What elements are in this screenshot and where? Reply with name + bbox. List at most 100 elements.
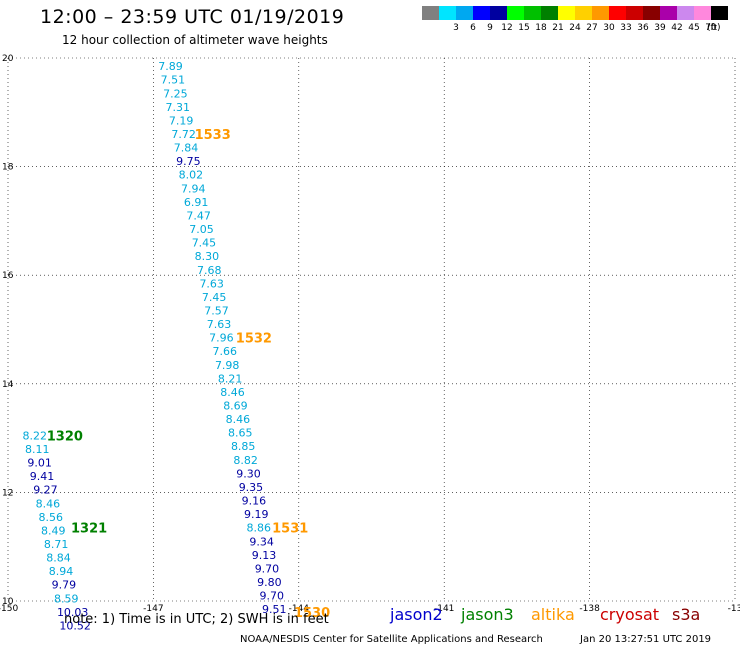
wave-height-value: 9.80 (257, 576, 282, 589)
wave-height-value: 7.94 (181, 182, 206, 195)
wave-height-value: 7.47 (186, 209, 211, 222)
wave-height-value: 7.63 (199, 277, 224, 290)
legend-label: 21 (552, 23, 564, 33)
wave-height-value: 9.51 (262, 603, 287, 616)
wave-height-value: 7.45 (192, 237, 217, 250)
satellite-jason3: jason3 (461, 605, 514, 624)
axis-ticks: -150 -147 -144 -141 -138 -13 10 12 14 16 18 20 (0, 54, 740, 614)
legend-swatch (592, 6, 609, 20)
legend-swatch (473, 6, 490, 20)
pass-time-label: 1533 (195, 128, 231, 143)
color-legend: 3 6 9 12 15 18 21 24 27 30 33 36 39 42 45 70 (ft) (422, 6, 728, 36)
pass-time-label: 1321 (71, 522, 107, 537)
wave-height-value: 7.31 (166, 101, 191, 114)
legend-swatch (711, 6, 728, 20)
wave-height-value: 9.13 (252, 549, 277, 562)
legend-label: 36 (637, 23, 649, 33)
lon-tick-label: -141 (434, 604, 454, 614)
wave-height-value: 9.34 (249, 535, 274, 548)
wave-height-value: 7.98 (215, 359, 240, 372)
wave-height-value: 8.71 (44, 538, 69, 551)
credit-left: NOAA/NESDIS Center for Satellite Applica… (240, 634, 543, 645)
legend-swatch (541, 6, 558, 20)
wave-height-value: 8.94 (49, 565, 74, 578)
legend-label: 70 (705, 23, 717, 33)
lat-tick-label: 12 (2, 488, 13, 498)
legend-swatch (694, 6, 711, 20)
wave-height-value: 8.11 (25, 443, 50, 456)
wave-height-value: 9.16 (242, 495, 266, 508)
wave-height-value: 9.27 (33, 484, 58, 497)
wave-height-value: 8.84 (46, 552, 71, 565)
wave-height-value: 8.46 (36, 497, 61, 510)
wave-height-value: 9.41 (30, 470, 54, 483)
wave-height-value: 8.86 (246, 522, 271, 535)
wave-height-value: 8.22 (23, 429, 48, 442)
lat-tick-label: 18 (2, 163, 14, 173)
footer-note: note: 1) Time is in UTC; 2) SWH is in fe… (64, 612, 329, 627)
wave-height-value: 8.56 (39, 511, 64, 524)
legend-label: 30 (603, 23, 615, 33)
wave-height-value: 8.02 (179, 169, 204, 182)
wave-height-value: 8.65 (228, 427, 253, 440)
legend-swatch (524, 6, 541, 20)
legend-label: 18 (535, 23, 547, 33)
lon-tick-label: -150 (0, 604, 18, 614)
legend-swatch (677, 6, 694, 20)
wave-height-values: 7.897.517.257.317.197.727.849.758.027.94… (23, 60, 287, 632)
wave-height-value: 8.46 (220, 386, 245, 399)
wave-height-value: 7.96 (209, 332, 234, 345)
lon-tick-label: -13 (728, 604, 740, 614)
wave-height-value: 7.66 (213, 345, 238, 358)
legend-swatch (422, 6, 439, 20)
wave-height-value: 8.59 (54, 592, 79, 605)
pass-time-label: 1531 (272, 522, 308, 537)
wave-height-value: 7.57 (204, 304, 229, 317)
wave-height-value: 7.68 (197, 264, 222, 277)
satellite-s3a: s3a (672, 605, 701, 624)
legend-swatch (609, 6, 626, 20)
page-subtitle: 12 hour collection of altimeter wave hei… (62, 33, 328, 47)
legend-label: 24 (569, 23, 581, 33)
wave-height-value: 9.70 (260, 590, 285, 603)
wave-height-value: 9.79 (52, 579, 76, 592)
legend-swatch (439, 6, 456, 20)
wave-height-value: 7.19 (169, 114, 194, 127)
legend-swatch (626, 6, 643, 20)
wave-height-value: 7.89 (158, 60, 183, 73)
satellite-altika: altika (531, 605, 575, 624)
map-grid (7, 57, 736, 602)
satellite-jason2: jason2 (390, 605, 443, 624)
wave-height-value: 7.05 (189, 223, 214, 236)
pass-time-label: 1530 (294, 606, 330, 621)
wave-height-value: 8.69 (223, 400, 248, 413)
legend-label: 45 (688, 23, 700, 33)
legend-label: 12 (501, 23, 513, 33)
wave-height-value: 7.51 (161, 74, 186, 87)
lat-tick-label: 20 (2, 54, 14, 64)
credit-right: Jan 20 13:27:51 UTC 2019 (580, 634, 712, 645)
lat-tick-label: 10 (2, 597, 14, 607)
wave-height-value: 8.82 (233, 454, 258, 467)
wave-height-value: 6.91 (184, 196, 209, 209)
legend-label: 27 (586, 23, 598, 33)
wave-height-value: 10.03 (57, 606, 89, 619)
legend-label: 3 (453, 23, 459, 33)
page-title: 12:00 – 23:59 UTC 01/19/2019 (40, 6, 345, 28)
legend-label: 9 (487, 23, 493, 33)
lon-tick-label: -147 (143, 604, 163, 614)
wave-height-value: 9.30 (236, 467, 261, 480)
wave-height-value: 8.30 (195, 250, 220, 263)
legend-label: 39 (654, 23, 666, 33)
wave-height-value: 8.21 (218, 372, 243, 385)
lon-tick-label: -144 (289, 604, 310, 614)
wave-height-value: 7.45 (202, 291, 227, 304)
lat-tick-label: 16 (2, 271, 14, 281)
legend-swatch (507, 6, 524, 20)
legend-swatch (456, 6, 473, 20)
lon-tick-label: -138 (579, 604, 600, 614)
wave-height-value: 9.75 (176, 155, 201, 168)
legend-label: 15 (518, 23, 530, 33)
wave-height-value: 10.52 (59, 619, 90, 632)
